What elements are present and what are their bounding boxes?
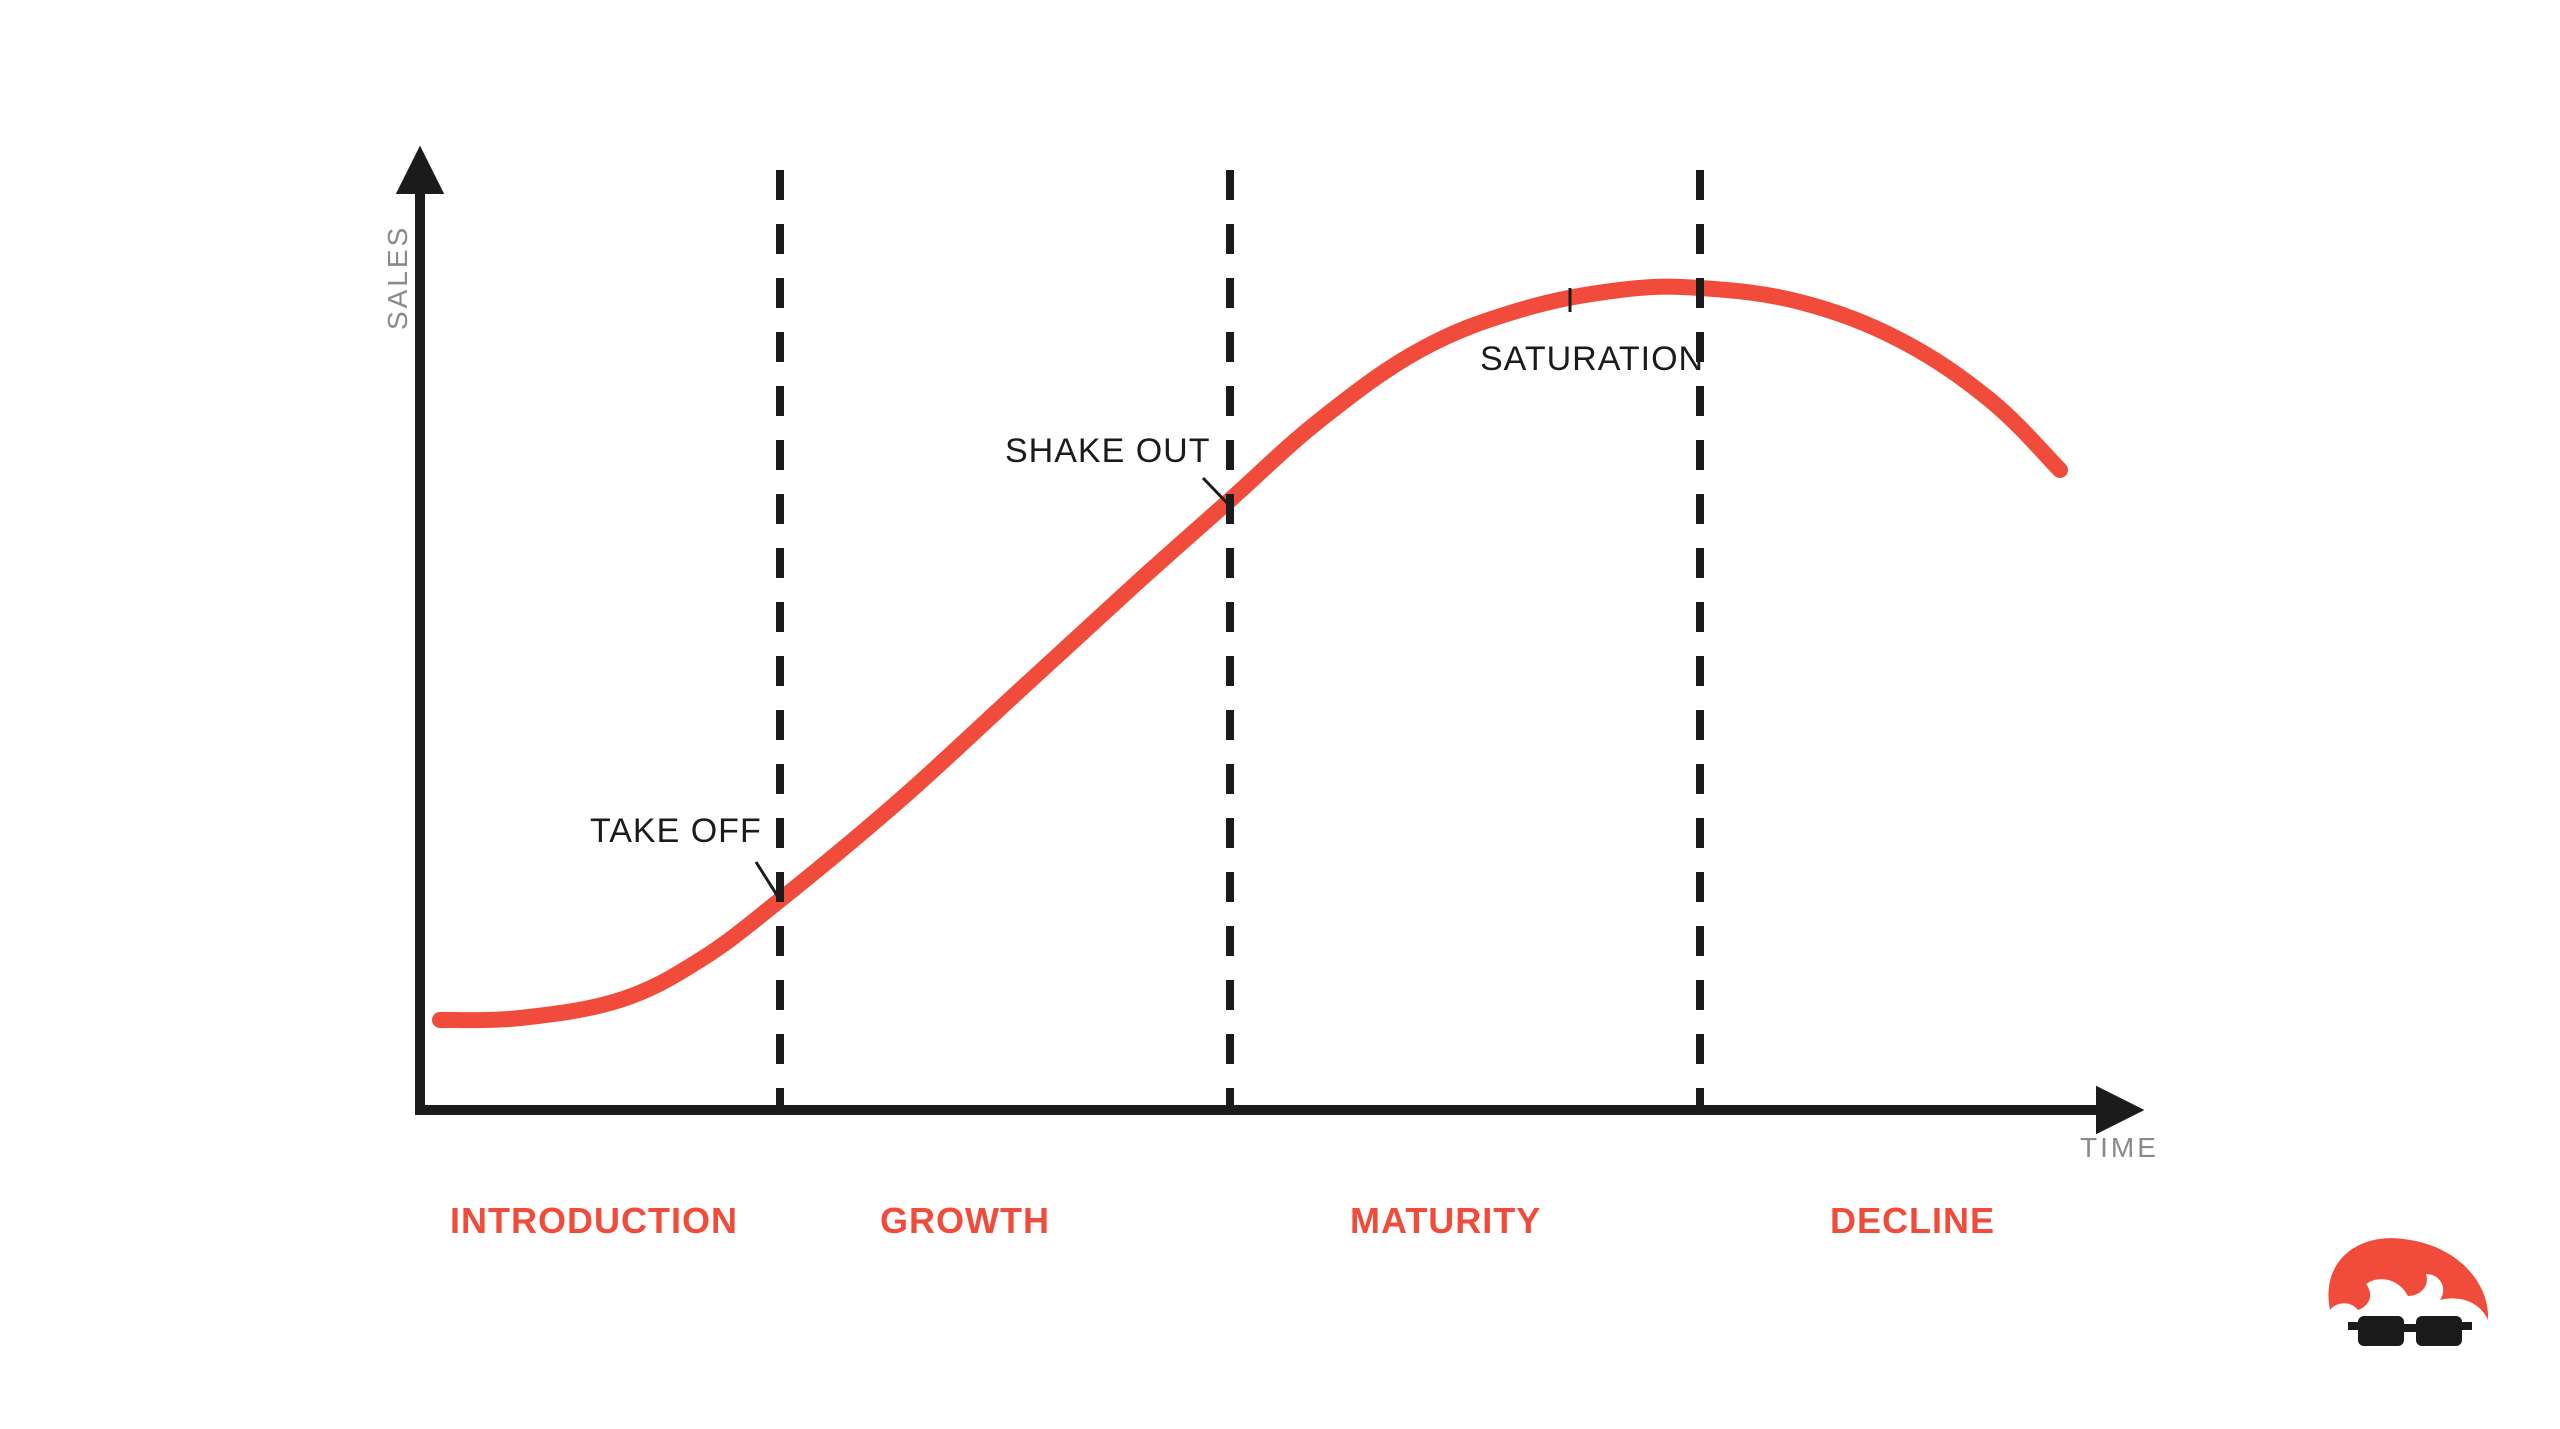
brand-logo-icon bbox=[2328, 1238, 2488, 1346]
annotation-shake-out: SHAKE OUT bbox=[1005, 432, 1210, 471]
x-axis-arrow-icon bbox=[2096, 1086, 2144, 1134]
chart-svg bbox=[0, 0, 2560, 1429]
y-axis-label: SALES bbox=[382, 225, 414, 330]
annotation-saturation: SATURATION bbox=[1480, 340, 1704, 379]
phase-maturity: MATURITY bbox=[1350, 1200, 1541, 1242]
chart-stage: SALES TIME INTRODUCTION GROWTH MATURITY … bbox=[0, 0, 2560, 1429]
phase-introduction: INTRODUCTION bbox=[450, 1200, 738, 1242]
lifecycle-curve bbox=[440, 287, 2060, 1021]
phase-decline: DECLINE bbox=[1830, 1200, 1995, 1242]
annotation-take-off: TAKE OFF bbox=[590, 812, 762, 851]
phase-growth: GROWTH bbox=[880, 1200, 1050, 1242]
y-axis-arrow-icon bbox=[396, 146, 444, 194]
x-axis-label: TIME bbox=[2080, 1132, 2159, 1164]
